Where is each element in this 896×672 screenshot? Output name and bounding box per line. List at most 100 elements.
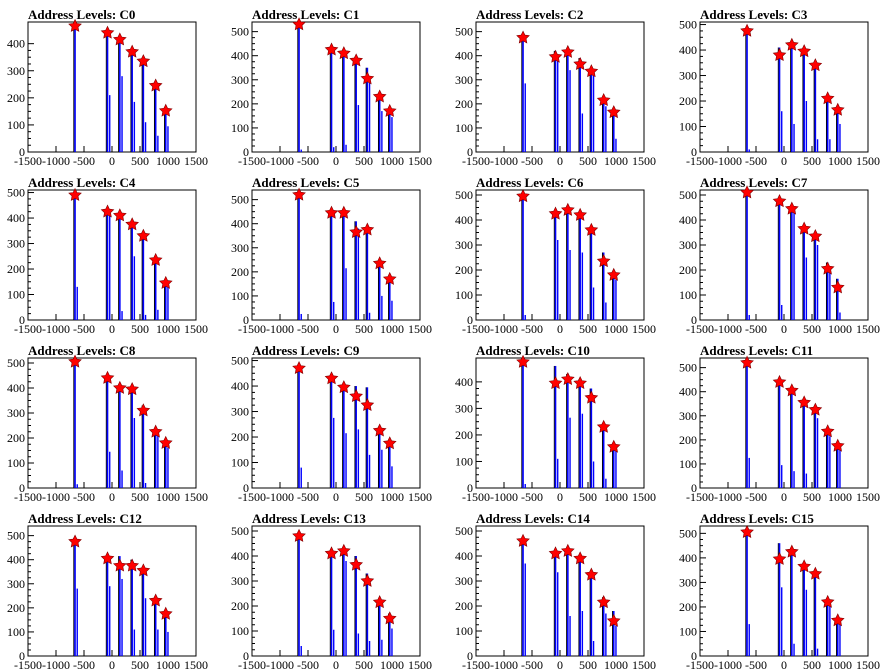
- chart-panel: Address Levels: C50100200300400500-1500-…: [231, 175, 432, 336]
- chart-title: Address Levels: C8: [28, 343, 136, 358]
- y-tick-label: 300: [7, 64, 25, 78]
- x-tick-label: -1500: [686, 322, 714, 336]
- peak-marker: [113, 208, 127, 222]
- peak-marker: [548, 49, 563, 63]
- x-tick-label: 0: [557, 658, 563, 672]
- peak-marker: [372, 595, 387, 609]
- peak-marker: [136, 228, 151, 242]
- peak-marker: [785, 383, 799, 397]
- y-tick-label: 100: [679, 120, 697, 134]
- peak-marker: [516, 189, 530, 203]
- y-tick-label: 500: [231, 25, 249, 39]
- peak-marker: [349, 389, 363, 403]
- x-tick-label: -500: [521, 154, 543, 168]
- peak-marker: [382, 103, 397, 117]
- peak-marker: [337, 46, 351, 60]
- y-tick-label: 100: [7, 456, 25, 470]
- x-tick-label: 1500: [632, 658, 656, 672]
- y-tick-label: 300: [231, 405, 249, 419]
- y-tick-label: 300: [7, 237, 25, 251]
- peak-marker: [820, 424, 835, 438]
- chart-panel: Address Levels: C40100200300400500-1500-…: [7, 175, 208, 336]
- peak-marker: [148, 424, 163, 438]
- x-tick-label: 1500: [408, 490, 432, 504]
- y-tick-label: 300: [679, 575, 697, 589]
- x-tick-label: 1000: [604, 154, 628, 168]
- peak-marker: [573, 551, 587, 565]
- y-tick-label: 100: [231, 624, 249, 638]
- x-tick-label: 1500: [856, 154, 880, 168]
- chart-panel: Address Levels: C15 0 100 200 300 400 500 -1500…: [679, 511, 880, 672]
- chart-panel: Address Levels: C10 0 100 200 300 400 -1500 -10…: [455, 343, 656, 504]
- x-tick-label: 1000: [828, 658, 852, 672]
- peak-marker: [596, 419, 611, 433]
- peak-marker: [337, 205, 351, 219]
- peak-marker: [125, 44, 139, 58]
- peak-marker: [820, 261, 835, 275]
- peak-marker: [125, 382, 139, 396]
- x-tick-label: 0: [109, 490, 115, 504]
- y-tick-label: 0: [243, 649, 249, 663]
- peak-marker: [772, 551, 787, 565]
- x-tick-label: -500: [73, 154, 95, 168]
- y-tick-label: 500: [679, 188, 697, 202]
- peak-marker: [584, 222, 599, 236]
- peak-marker: [324, 42, 339, 56]
- x-tick-label: 1000: [380, 658, 404, 672]
- x-tick-label: -1000: [266, 490, 294, 504]
- x-tick-label: -1500: [686, 658, 714, 672]
- chart-title: Address Levels: C3: [700, 7, 808, 22]
- y-tick-label: 0: [467, 313, 473, 327]
- y-tick-label: 200: [679, 94, 697, 108]
- x-tick-label: 500: [579, 658, 597, 672]
- y-tick-label: 0: [691, 481, 697, 495]
- chart-title: Address Levels: C2: [476, 7, 583, 22]
- y-tick-label: 500: [679, 526, 697, 540]
- x-tick-label: 1000: [156, 322, 180, 336]
- peak-marker: [772, 374, 787, 388]
- y-tick-label: 100: [455, 624, 473, 638]
- x-tick-label: 1000: [604, 490, 628, 504]
- chart-title: Address Levels: C15: [700, 511, 814, 526]
- x-tick-label: 500: [803, 490, 821, 504]
- plot-frame: [699, 525, 869, 657]
- y-tick-label: 300: [679, 69, 697, 83]
- peak-marker: [349, 224, 363, 238]
- peak-marker: [740, 185, 754, 199]
- y-tick-label: 400: [231, 379, 249, 393]
- x-tick-label: -500: [521, 658, 543, 672]
- chart-title: Address Levels: C6: [476, 175, 584, 190]
- peak-marker: [68, 534, 82, 548]
- x-tick-label: -500: [297, 658, 319, 672]
- y-tick-label: 500: [7, 186, 25, 200]
- plot-frame: [699, 357, 869, 489]
- y-tick-label: 200: [7, 601, 25, 615]
- x-tick-label: -1000: [490, 658, 518, 672]
- y-tick-label: 100: [679, 624, 697, 638]
- x-tick-label: 500: [803, 322, 821, 336]
- x-tick-label: 0: [109, 154, 115, 168]
- x-tick-label: 500: [355, 322, 373, 336]
- y-tick-label: 400: [679, 385, 697, 399]
- peak-marker: [808, 402, 823, 416]
- peak-marker: [548, 546, 563, 560]
- x-tick-label: 0: [781, 658, 787, 672]
- peak-marker: [113, 32, 127, 46]
- peak-marker: [292, 528, 306, 542]
- y-tick-label: 400: [455, 375, 473, 389]
- peak-marker: [740, 355, 754, 369]
- plot-frame: [27, 525, 197, 657]
- y-tick-label: 0: [19, 145, 25, 159]
- peak-marker: [324, 546, 339, 560]
- y-tick-label: 200: [455, 97, 473, 111]
- y-tick-label: 400: [7, 37, 25, 51]
- peak-marker: [785, 544, 799, 558]
- x-tick-label: -1500: [238, 322, 266, 336]
- peak-marker: [324, 371, 339, 385]
- x-tick-label: -500: [297, 154, 319, 168]
- y-tick-label: 300: [679, 409, 697, 423]
- peak-marker: [797, 559, 811, 573]
- y-tick-label: 200: [455, 428, 473, 442]
- x-tick-label: -1500: [686, 490, 714, 504]
